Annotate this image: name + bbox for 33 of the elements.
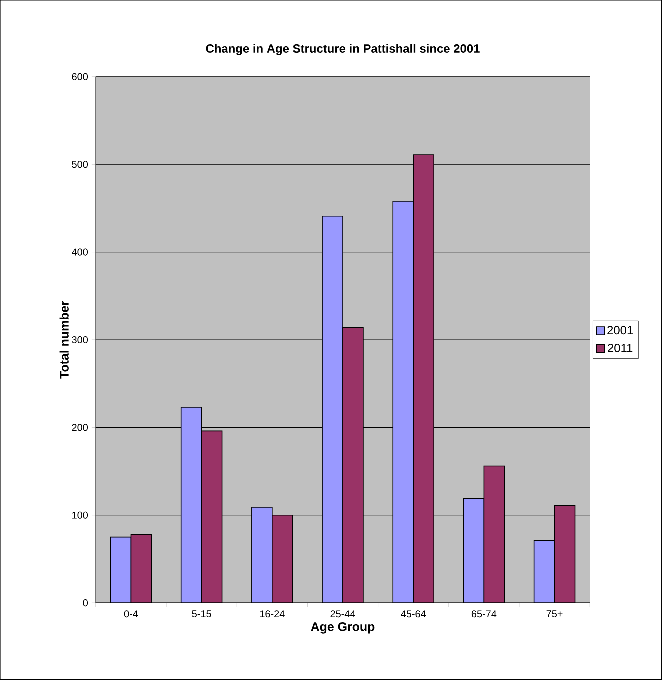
y-tick-label: 300 xyxy=(72,336,88,344)
y-tick-label: 600 xyxy=(72,73,88,80)
x-tick-label: 25-44 xyxy=(330,610,356,618)
bar xyxy=(201,430,223,604)
y-axis-title: Total number xyxy=(60,301,69,379)
y-tick-label: 400 xyxy=(72,248,88,256)
bar xyxy=(322,216,344,604)
bar xyxy=(463,498,485,604)
bar xyxy=(534,540,556,604)
x-tick-label: 0-4 xyxy=(124,610,138,618)
y-tick-label: 100 xyxy=(72,512,88,519)
x-tick-label: 5-15 xyxy=(192,610,212,618)
bar xyxy=(392,201,414,604)
x-axis-title: Age Group xyxy=(311,622,375,634)
y-tick-label: 0 xyxy=(83,600,88,607)
x-tick-label: 65-74 xyxy=(472,610,497,618)
legend-label: 2001 xyxy=(608,326,634,335)
bar xyxy=(413,154,434,604)
y-tick-label: 500 xyxy=(72,161,88,168)
bar xyxy=(554,505,576,604)
bar xyxy=(110,536,132,604)
legend-label: 2011 xyxy=(608,344,633,352)
bar xyxy=(180,407,202,604)
bar xyxy=(484,466,506,604)
x-tick-label: 16-24 xyxy=(260,610,285,618)
bar xyxy=(272,514,294,604)
bar xyxy=(130,534,152,604)
x-tick-label: 45-64 xyxy=(401,610,426,618)
bar xyxy=(252,507,273,604)
x-tick-label: 75+ xyxy=(546,610,563,618)
bar xyxy=(342,327,364,604)
y-tick-label: 200 xyxy=(72,424,88,432)
chart-title: Change in Age Structure in Pattishall since 2001 xyxy=(206,44,480,56)
